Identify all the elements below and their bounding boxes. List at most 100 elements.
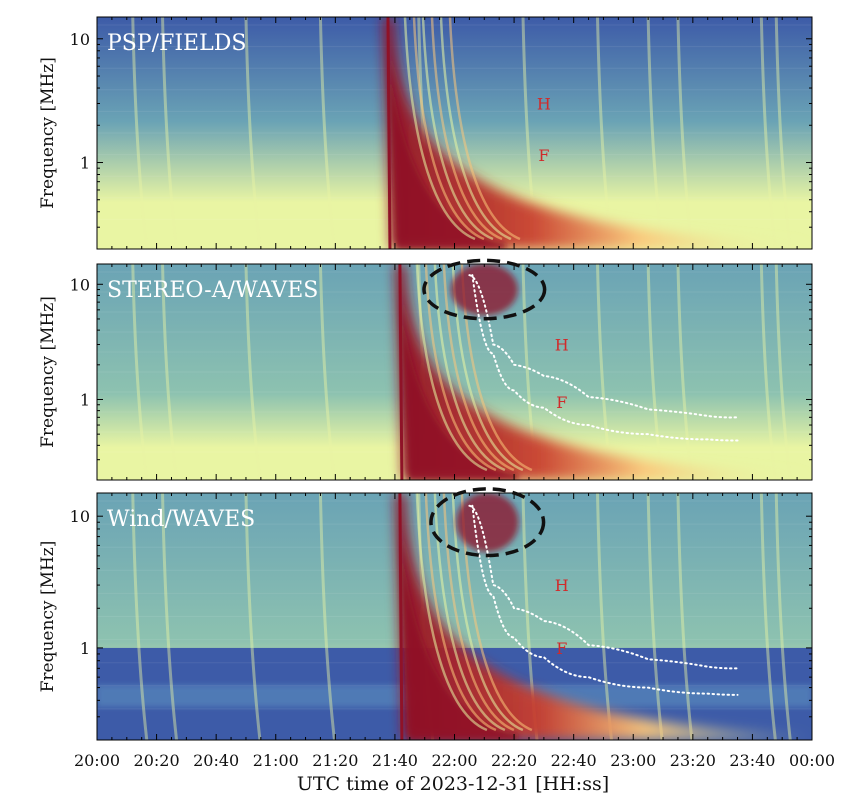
band-label-h: H: [537, 94, 551, 113]
burst-core: [397, 493, 518, 740]
type-iii-streak: [131, 264, 149, 480]
harmonic-fit-f: [471, 504, 739, 696]
panel-title: PSP/FIELDS: [107, 31, 246, 56]
type-iii-streak: [759, 493, 777, 740]
y-axis-2: 1 10 Frequency [MHz]: [38, 275, 812, 481]
burst-striation: [433, 493, 506, 732]
panel-title: Wind/WAVES: [107, 507, 255, 532]
type-iii-streak: [774, 17, 792, 249]
type-iii-streak: [244, 493, 262, 740]
x-tick-label: 21:00: [253, 751, 299, 770]
burst-striation: [433, 264, 506, 472]
burst-onset: [398, 264, 404, 480]
type-iii-streak: [318, 493, 336, 740]
burst-striation: [415, 493, 488, 732]
type-iii-streak: [244, 264, 262, 480]
x-tick-label: 21:40: [372, 751, 418, 770]
type-iii-streak: [774, 264, 792, 480]
main-burst: [394, 493, 812, 740]
spectrogram-2: [97, 264, 812, 480]
spectrogram-1: [97, 17, 812, 249]
burst-onset: [386, 17, 392, 249]
burst-striation: [403, 17, 476, 241]
band-label-f: F: [538, 146, 549, 165]
band-label-f: F: [556, 639, 567, 658]
x-tick-label: 23:40: [729, 751, 775, 770]
type-iii-streak: [161, 264, 179, 480]
y-axis-label: Frequency [MHz]: [38, 541, 58, 693]
type-iii-streak: [646, 17, 664, 249]
panels: 1 10 Frequency [MHz] H F PSP/FIELDS 1 10 Frequen…: [38, 16, 813, 741]
band-label-h: H: [555, 336, 569, 355]
y-axis-label: Frequency [MHz]: [38, 57, 58, 209]
x-tick-label: 20:00: [74, 751, 120, 770]
main-burst: [394, 264, 812, 480]
type-iii-streak: [646, 493, 664, 740]
type-iii-streak: [161, 493, 179, 740]
panel-title: STEREO-A/WAVES: [107, 278, 318, 303]
type-iii-streak: [131, 493, 149, 740]
spectrogram-3: [97, 493, 812, 740]
y-tick-label: 10: [70, 507, 90, 526]
burst-striation: [448, 17, 521, 241]
type-iii-streak: [676, 264, 694, 480]
x-tick-label: 23:20: [670, 751, 716, 770]
burst-striation: [430, 17, 503, 241]
x-tick-label: 23:00: [610, 751, 656, 770]
burst-striation: [412, 17, 485, 241]
x-tick-label: 00:00: [789, 751, 835, 770]
burst-core: [385, 17, 506, 249]
type-iii-streak: [759, 264, 777, 480]
burst-striation: [421, 17, 494, 241]
y-axis-label: Frequency [MHz]: [38, 296, 58, 448]
harmonic-fit-f: [471, 274, 739, 442]
type-iii-streak: [759, 17, 777, 249]
burst-striation: [424, 493, 497, 732]
x-axis-label: UTC time of 2023-12-31 [HH:ss]: [297, 773, 609, 795]
y-tick-label: 1: [80, 639, 90, 658]
highlight-ellipse: [429, 487, 546, 558]
y-tick-label: 10: [70, 275, 90, 294]
burst-striation: [451, 493, 524, 732]
burst-striation: [439, 17, 512, 241]
harmonic-fit-h: [468, 274, 739, 419]
x-axis: 20:00 20:20 20:40 21:00 21:20 21:40 22:00 22:20…: [74, 751, 835, 795]
panel-2: 1 10 Frequency [MHz] H F STEREO-A/WAVES: [38, 258, 813, 481]
burst-striation: [442, 493, 515, 732]
type-iii-streak: [676, 493, 694, 740]
panel-3: 1 10 Frequency [MHz] H F Wind/WAVES: [38, 487, 813, 741]
harmonic-fit-h: [468, 504, 739, 670]
type-iii-streak: [318, 17, 336, 249]
y-tick-label: 10: [70, 30, 90, 49]
band-label-h: H: [555, 576, 569, 595]
burst-striation: [442, 264, 515, 472]
type-iii-streak: [646, 264, 664, 480]
type-iii-streak: [774, 493, 792, 740]
x-tick-labels: 20:00 20:20 20:40 21:00 21:20 21:40 22:00 22:20…: [74, 751, 835, 770]
burst-striation: [424, 264, 497, 472]
type-iii-streak: [318, 264, 336, 480]
high-frequency-patch: [455, 493, 519, 552]
x-tick-label: 21:20: [312, 751, 358, 770]
high-frequency-patch: [450, 264, 518, 316]
type-iii-streak: [161, 17, 179, 249]
y-tick-label: 1: [80, 154, 90, 173]
type-iii-streak: [131, 17, 149, 249]
burst-striation: [415, 264, 488, 472]
highlight-ellipse: [422, 258, 547, 321]
x-tick-label: 22:40: [551, 751, 597, 770]
x-tick-label: 22:20: [491, 751, 537, 770]
x-tick-label: 20:20: [134, 751, 180, 770]
burst-onset: [398, 493, 404, 740]
burst-core: [397, 264, 518, 480]
main-burst: [382, 17, 812, 249]
band-label-f: F: [556, 393, 567, 412]
y-axis-1: 1 10 Frequency [MHz]: [38, 30, 812, 250]
x-tick-label: 22:00: [431, 751, 477, 770]
y-axis-3: 1 10 Frequency [MHz]: [38, 507, 812, 741]
type-iii-streak: [244, 17, 262, 249]
panel-1: 1 10 Frequency [MHz] H F PSP/FIELDS: [38, 16, 813, 250]
type-iii-streak: [676, 17, 694, 249]
x-tick-label: 20:40: [193, 751, 239, 770]
